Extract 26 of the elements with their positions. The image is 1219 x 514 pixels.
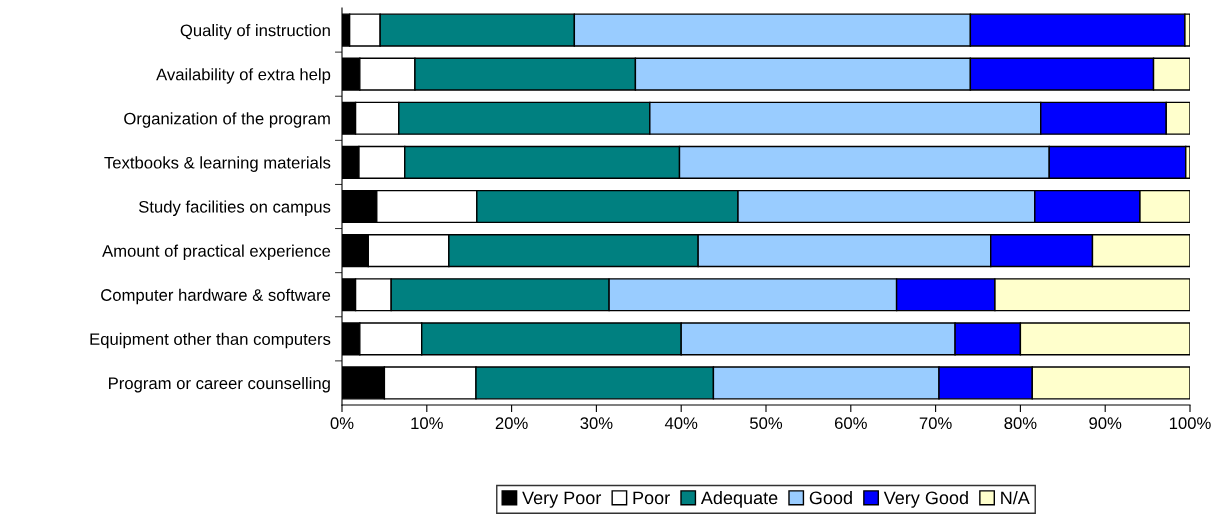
x-tick-label: 100% <box>1169 417 1211 430</box>
legend-label: Very Poor <box>522 491 602 508</box>
x-tick-label: 10% <box>411 417 443 430</box>
y-tick-label: Study facilities on campus <box>138 200 331 216</box>
y-tick-label: Equipment other than computers <box>90 332 331 349</box>
x-tick-label: 70% <box>919 417 952 430</box>
x-tick-label: 90% <box>1089 417 1122 430</box>
x-tick-label: 60% <box>834 417 867 430</box>
x-tick-label: 80% <box>1004 417 1037 430</box>
y-tick-label: Textbooks & learning materials <box>104 156 331 172</box>
legend-label: N/A <box>1001 491 1030 505</box>
y-tick-label: Computer hardware & software <box>101 288 331 305</box>
x-tick-label: 50% <box>749 417 783 430</box>
y-tick-label: Availability of extra help <box>156 68 331 84</box>
x-tick-label: 30% <box>580 417 613 430</box>
x-tick-label: 0% <box>330 417 354 430</box>
y-tick-label: Quality of instruction <box>180 24 330 40</box>
x-tick-label: 40% <box>664 417 698 430</box>
y-tick-label: Amount of practical experience <box>102 244 331 261</box>
y-tick-label: Organization of the program <box>124 112 330 128</box>
y-tick-label: Program or career counselling <box>109 376 330 393</box>
x-tick-label: 20% <box>495 417 528 430</box>
legend-label: Adequate <box>700 491 778 508</box>
legend-label: Very Good <box>883 491 968 508</box>
legend-label: Poor <box>633 491 670 505</box>
legend-label: Good <box>809 491 852 505</box>
